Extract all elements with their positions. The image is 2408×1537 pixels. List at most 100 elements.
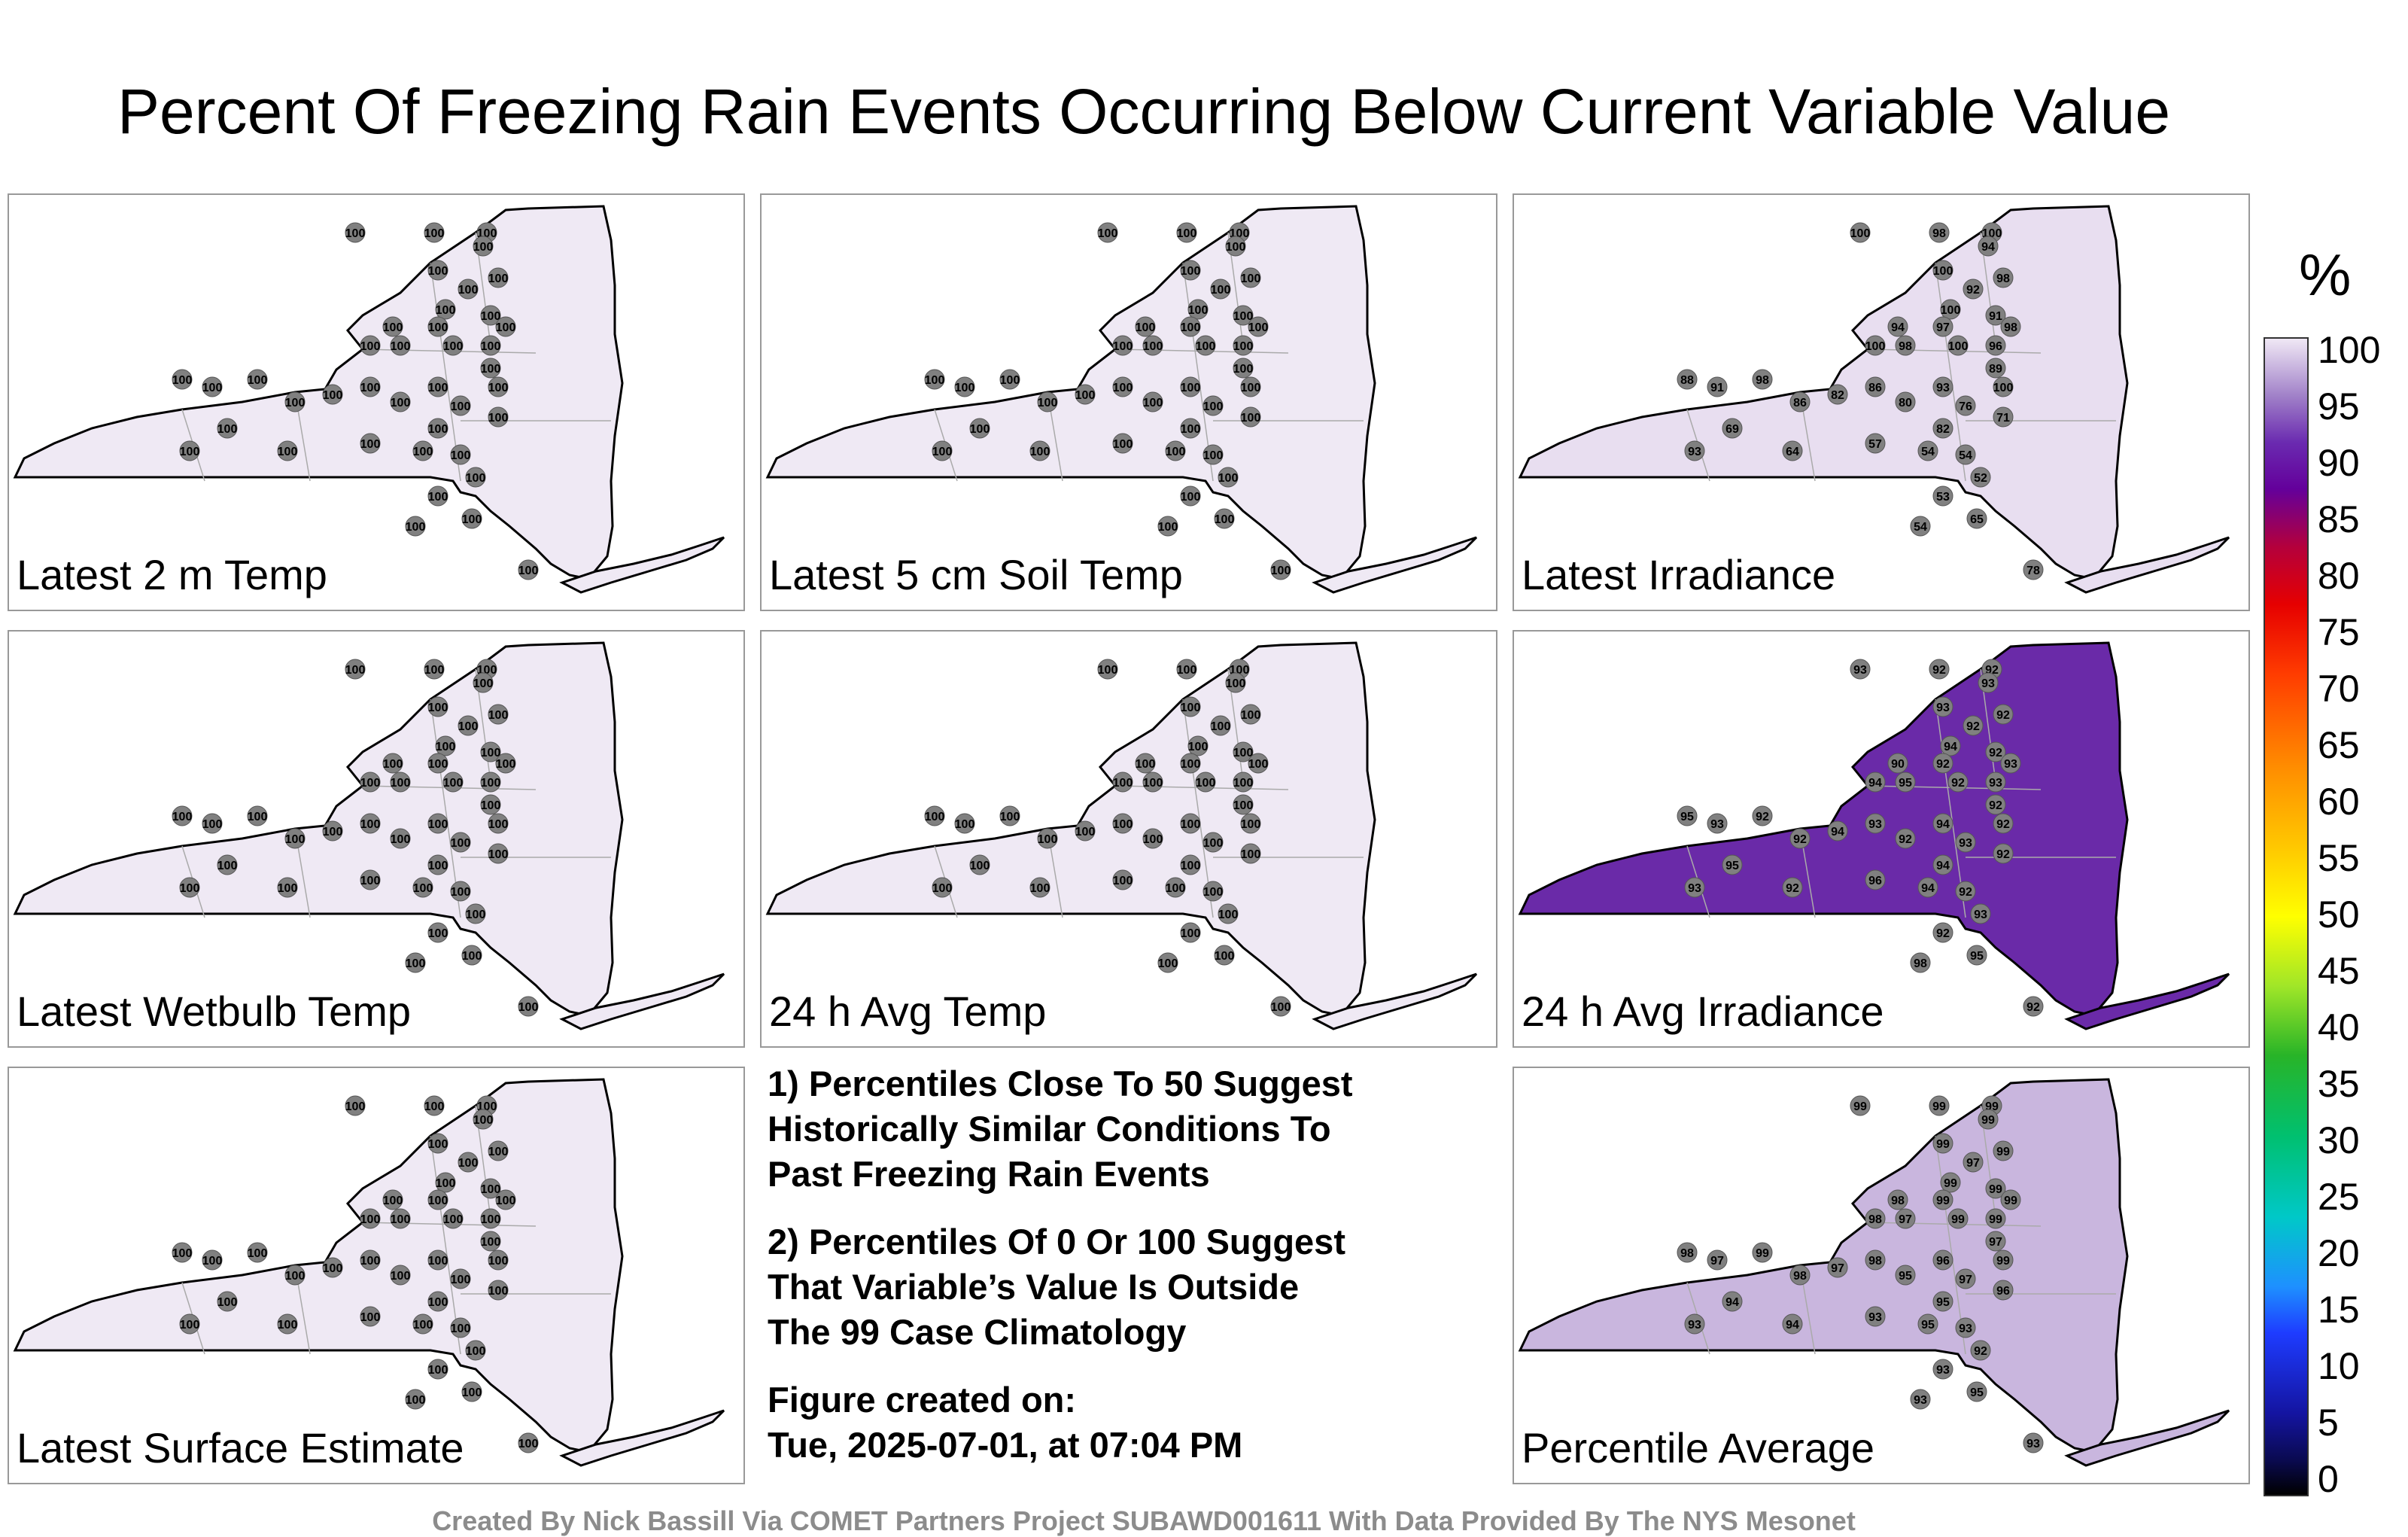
long-island-outline — [559, 972, 725, 1030]
station-marker — [1955, 444, 1976, 465]
station-marker — [458, 1152, 479, 1173]
station-marker — [1947, 1208, 1969, 1229]
station-marker — [1112, 376, 1133, 397]
station-marker — [1684, 1313, 1705, 1335]
station-marker — [932, 440, 953, 461]
station-marker — [1865, 772, 1886, 793]
station-value: 100 — [1188, 304, 1209, 317]
station-marker — [1233, 772, 1254, 793]
station-marker — [1225, 236, 1246, 257]
long-island-outline — [2064, 972, 2230, 1030]
station-marker — [518, 996, 539, 1017]
station-value: 78 — [2026, 565, 2040, 577]
station-marker — [1180, 376, 1201, 397]
station-marker — [442, 772, 464, 793]
station-value: 100 — [1241, 818, 1261, 831]
station-marker — [1722, 1291, 1743, 1312]
station-value: 95 — [1899, 777, 1912, 790]
station-value: 100 — [172, 811, 193, 823]
station-value: 100 — [488, 272, 509, 285]
station-value: 100 — [345, 1100, 366, 1113]
station-marker — [277, 877, 298, 898]
station-value: 100 — [428, 758, 448, 771]
station-marker — [427, 1249, 448, 1271]
station-marker — [1865, 335, 1886, 356]
figure-created-timestamp: Figure created on: Tue, 2025-07-01, at 0… — [768, 1380, 1243, 1465]
station-value: 100 — [1233, 340, 1254, 353]
station-marker — [1966, 1381, 1987, 1402]
station-marker — [1978, 236, 1999, 257]
station-value: 100 — [473, 1114, 494, 1127]
station-marker — [435, 299, 456, 320]
station-value: 100 — [360, 1255, 381, 1268]
station-value: 100 — [436, 304, 456, 317]
station-marker — [1248, 316, 1269, 337]
station-value: 93 — [1959, 1322, 1972, 1335]
panel-label: 24 h Avg Temp — [769, 988, 1047, 1035]
station-marker — [1932, 854, 1953, 875]
station-marker — [427, 376, 448, 397]
station-marker — [450, 1317, 471, 1338]
station-marker — [1180, 854, 1201, 875]
station-marker — [427, 418, 448, 439]
station-value: 100 — [458, 720, 479, 733]
station-marker — [1963, 278, 1984, 300]
station-marker — [1202, 881, 1224, 902]
station-value: 98 — [1891, 1195, 1905, 1207]
station-marker — [390, 772, 411, 793]
station-marker — [1917, 440, 1938, 461]
station-value: 95 — [1725, 860, 1739, 872]
station-value: 93 — [1936, 702, 1950, 714]
station-marker — [427, 1359, 448, 1380]
colorbar-tick-label: 15 — [2318, 1289, 2360, 1331]
station-value: 97 — [1966, 1157, 1980, 1170]
station-value: 100 — [473, 677, 494, 690]
station-value: 100 — [1226, 677, 1246, 690]
station-marker — [1985, 741, 2006, 762]
station-value: 100 — [1203, 886, 1224, 899]
station-value: 92 — [1996, 709, 2010, 722]
station-value: 100 — [1850, 227, 1871, 240]
station-marker — [202, 376, 223, 397]
station-value: 93 — [1688, 882, 1701, 895]
state-outline — [1518, 641, 2129, 1017]
nys-map: 100 98 100 94 100 98 92 100 91 94 97 98 100 98 100 96 89… — [1518, 205, 2230, 594]
station-marker — [247, 1242, 268, 1263]
station-marker — [1165, 877, 1186, 898]
station-value: 100 — [428, 491, 448, 504]
station-marker — [247, 805, 268, 826]
station-marker — [1895, 1265, 1916, 1286]
station-value: 100 — [360, 1311, 381, 1324]
county-line — [430, 262, 461, 482]
station-marker — [1932, 260, 1953, 281]
station-value: 100 — [1218, 909, 1239, 921]
station-marker — [277, 1313, 298, 1335]
panel-label: Latest Wetbulb Temp — [17, 988, 412, 1035]
station-marker — [1910, 1389, 1931, 1410]
station-marker — [1142, 391, 1163, 412]
station-marker — [1135, 753, 1156, 774]
station-value: 100 — [1248, 758, 1269, 771]
station-marker — [1075, 384, 1096, 405]
note-outside-climatology: 2) Percentiles Of 0 Or 100 Suggest That … — [768, 1222, 1345, 1352]
station-value: 100 — [496, 1195, 516, 1207]
station-marker — [488, 406, 509, 428]
station-value: 100 — [1113, 875, 1133, 887]
station-marker — [1112, 772, 1133, 793]
station-marker — [360, 772, 381, 793]
station-value: 100 — [1241, 412, 1261, 425]
colorbar-tick-label: 80 — [2318, 555, 2360, 597]
colorbar-tick-label: 0 — [2318, 1458, 2339, 1500]
station-value: 100 — [1181, 758, 1201, 771]
station-value: 64 — [1786, 446, 1799, 458]
station-marker — [999, 805, 1020, 826]
station-marker — [480, 335, 501, 356]
station-marker — [382, 316, 403, 337]
station-value: 100 — [1271, 1001, 1291, 1014]
station-value: 100 — [1158, 521, 1178, 534]
station-value: 100 — [518, 565, 539, 577]
colorbar-tick-label: 45 — [2318, 950, 2360, 992]
panel-label: Latest 5 cm Soil Temp — [769, 551, 1183, 598]
station-value: 100 — [345, 664, 366, 677]
station-value: 100 — [932, 446, 953, 458]
